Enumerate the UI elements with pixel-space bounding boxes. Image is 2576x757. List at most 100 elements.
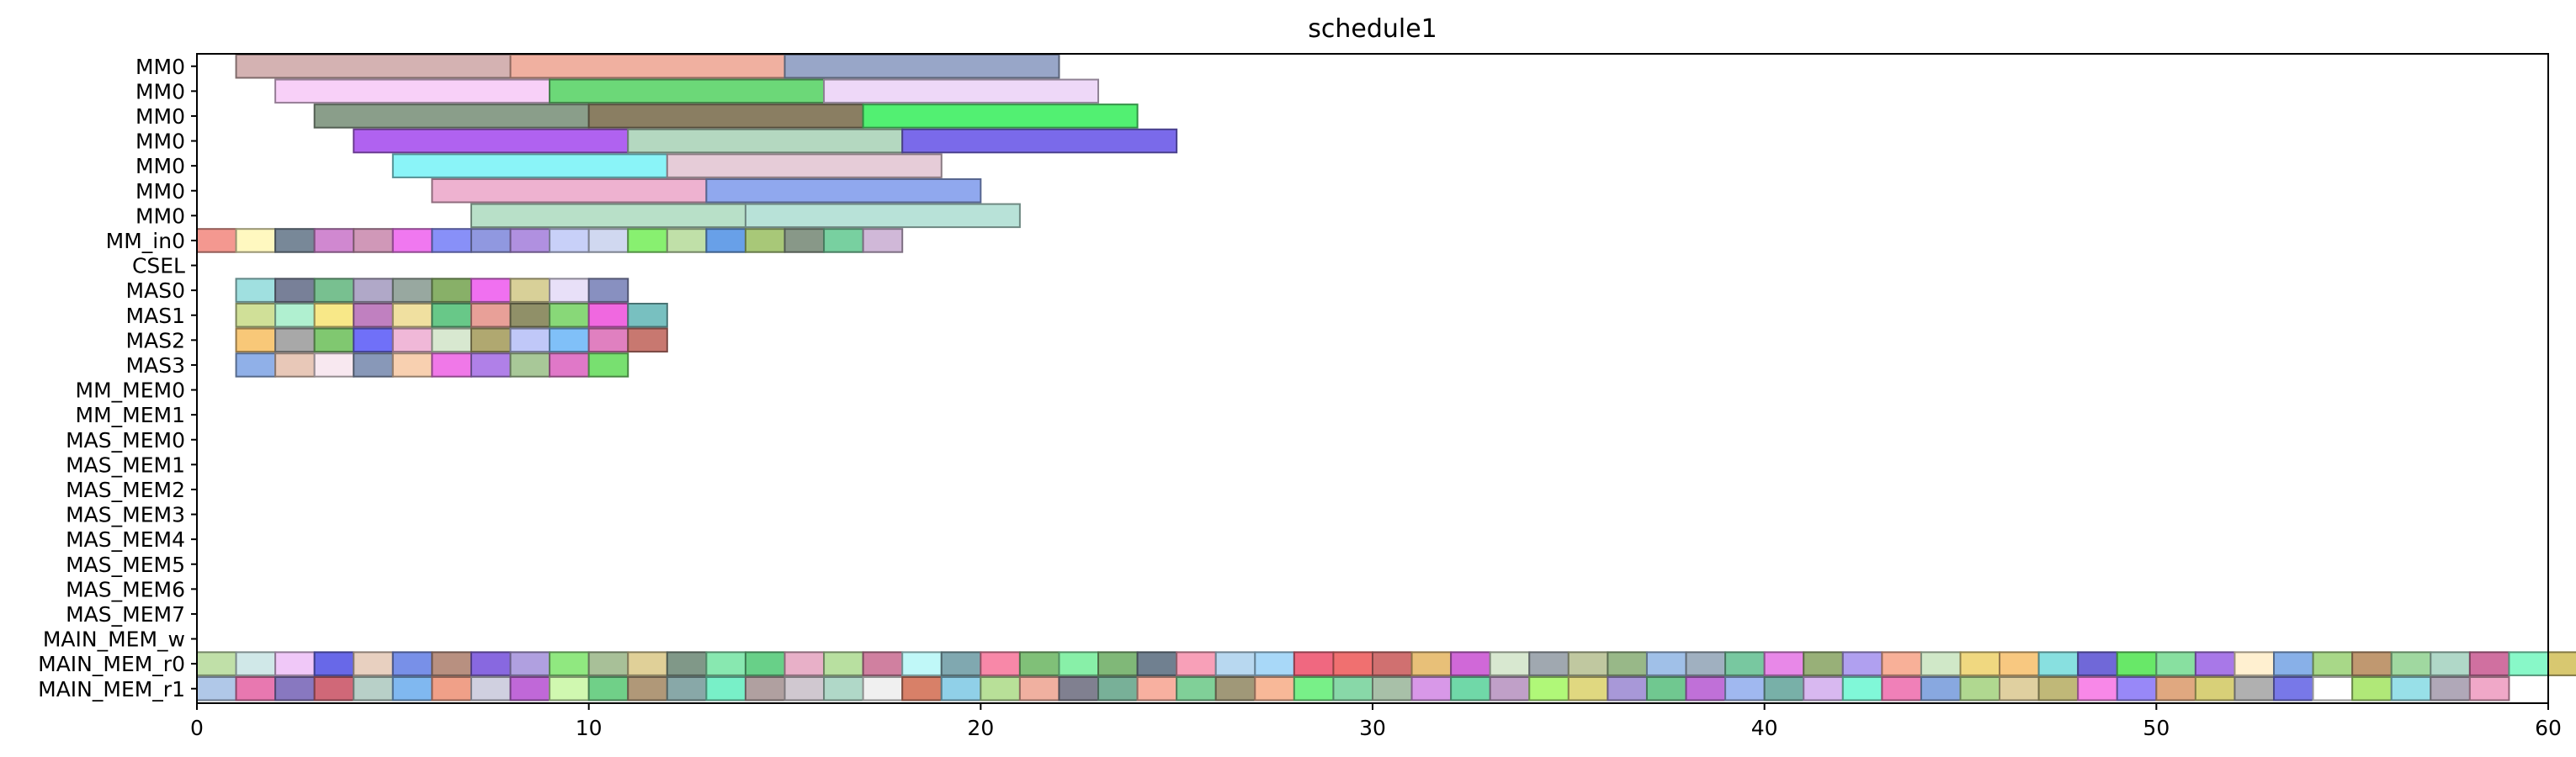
task-bar bbox=[587, 278, 629, 303]
task-bar bbox=[431, 228, 472, 253]
memory-bar bbox=[1803, 651, 1844, 676]
memory-bar bbox=[940, 676, 982, 701]
task-bar bbox=[705, 228, 746, 253]
task-bar bbox=[274, 278, 316, 303]
task-bar bbox=[509, 352, 551, 378]
memory-bar bbox=[980, 676, 1021, 701]
memory-bar bbox=[1567, 676, 1609, 701]
memory-bar bbox=[1763, 651, 1805, 676]
memory-bar bbox=[1920, 676, 1962, 701]
memory-bar bbox=[1293, 676, 1335, 701]
memory-bar bbox=[509, 651, 551, 676]
memory-bar bbox=[2430, 676, 2471, 701]
memory-bar bbox=[1332, 676, 1374, 701]
memory-bar bbox=[2390, 676, 2432, 701]
y-tick-label: MM0 bbox=[135, 179, 185, 204]
memory-bar bbox=[823, 651, 864, 676]
memory-bar bbox=[235, 651, 277, 676]
memory-bar bbox=[587, 676, 629, 701]
y-tick-label: MAS_MEM7 bbox=[66, 602, 185, 627]
task-bar bbox=[470, 327, 512, 353]
task-bar bbox=[431, 178, 708, 204]
task-bar bbox=[587, 327, 629, 353]
memory-bar bbox=[2116, 651, 2158, 676]
task-bar bbox=[587, 352, 629, 378]
x-tick-label: 20 bbox=[967, 716, 994, 740]
memory-bar bbox=[783, 676, 826, 701]
memory-bar bbox=[1293, 651, 1335, 676]
memory-bar bbox=[1645, 651, 1687, 676]
memory-bar bbox=[862, 651, 904, 676]
task-bar bbox=[235, 327, 277, 353]
memory-bar bbox=[2037, 651, 2079, 676]
task-bar bbox=[627, 128, 904, 154]
memory-bar bbox=[1254, 651, 1295, 676]
memory-bar bbox=[235, 676, 277, 701]
y-tick-label: MM0 bbox=[135, 154, 185, 178]
task-bar bbox=[470, 303, 512, 328]
memory-bar bbox=[901, 676, 943, 701]
x-tick-label: 60 bbox=[2535, 716, 2562, 740]
x-tick-label: 50 bbox=[2143, 716, 2170, 740]
memory-bar bbox=[2351, 676, 2393, 701]
task-bar bbox=[783, 228, 826, 253]
memory-bar bbox=[196, 676, 237, 701]
memory-bar bbox=[274, 651, 316, 676]
memory-bar bbox=[1841, 651, 1883, 676]
memory-bar bbox=[980, 651, 1021, 676]
memory-bar bbox=[353, 676, 394, 701]
memory-bar bbox=[1058, 651, 1100, 676]
memory-bar bbox=[2116, 676, 2158, 701]
x-axis: 0 10 20 30 40 50 60 bbox=[190, 703, 2562, 740]
task-bar bbox=[235, 228, 277, 253]
memory-bar bbox=[2273, 651, 2314, 676]
task-bar bbox=[470, 203, 746, 229]
memory-bar bbox=[353, 651, 394, 676]
task-bar bbox=[391, 327, 433, 353]
task-bar bbox=[431, 352, 472, 378]
y-tick-label: MM0 bbox=[135, 79, 185, 103]
memory-bar bbox=[901, 651, 943, 676]
memory-bar bbox=[823, 676, 864, 701]
y-tick-label: MAS_MEM3 bbox=[66, 503, 185, 527]
task-bar bbox=[666, 228, 708, 253]
y-tick-label: MAS2 bbox=[126, 328, 185, 352]
task-bar bbox=[509, 228, 551, 253]
task-bar bbox=[391, 352, 433, 378]
memory-bar bbox=[1214, 651, 1256, 676]
task-bar bbox=[587, 303, 629, 328]
task-bar bbox=[313, 103, 590, 129]
task-bar bbox=[862, 103, 1139, 129]
memory-bar bbox=[2194, 676, 2236, 701]
memory-bar bbox=[2430, 651, 2471, 676]
memory-bar bbox=[470, 651, 512, 676]
y-tick-label: MAS3 bbox=[126, 353, 185, 378]
task-bar bbox=[313, 278, 355, 303]
row-labels: MM0MM0MM0MM0MM0MM0MM0MM_in0CSELMAS0MAS1M… bbox=[38, 55, 197, 701]
task-bar bbox=[391, 278, 433, 303]
memory-bar bbox=[1881, 676, 1922, 701]
task-bar bbox=[353, 228, 394, 253]
x-tick-label: 0 bbox=[190, 716, 204, 740]
task-bar bbox=[391, 228, 433, 253]
memory-bar bbox=[431, 676, 472, 701]
memory-bar bbox=[587, 651, 629, 676]
memory-bar bbox=[1097, 676, 1139, 701]
y-tick-label: MM_in0 bbox=[106, 229, 185, 253]
task-bar bbox=[274, 327, 316, 353]
task-bar bbox=[509, 303, 551, 328]
memory-bar bbox=[1567, 651, 1609, 676]
task-bar bbox=[274, 352, 316, 378]
memory-bar bbox=[666, 676, 708, 701]
task-bar bbox=[353, 128, 629, 154]
memory-bar bbox=[1724, 651, 1766, 676]
memory-bar bbox=[1881, 651, 1922, 676]
task-bar bbox=[509, 327, 551, 353]
y-tick-label: MM0 bbox=[135, 204, 185, 228]
memory-bar bbox=[1803, 676, 1844, 701]
memory-bar bbox=[2233, 676, 2276, 701]
memory-bar bbox=[2037, 676, 2079, 701]
memory-bar bbox=[391, 676, 433, 701]
task-bar bbox=[549, 278, 590, 303]
